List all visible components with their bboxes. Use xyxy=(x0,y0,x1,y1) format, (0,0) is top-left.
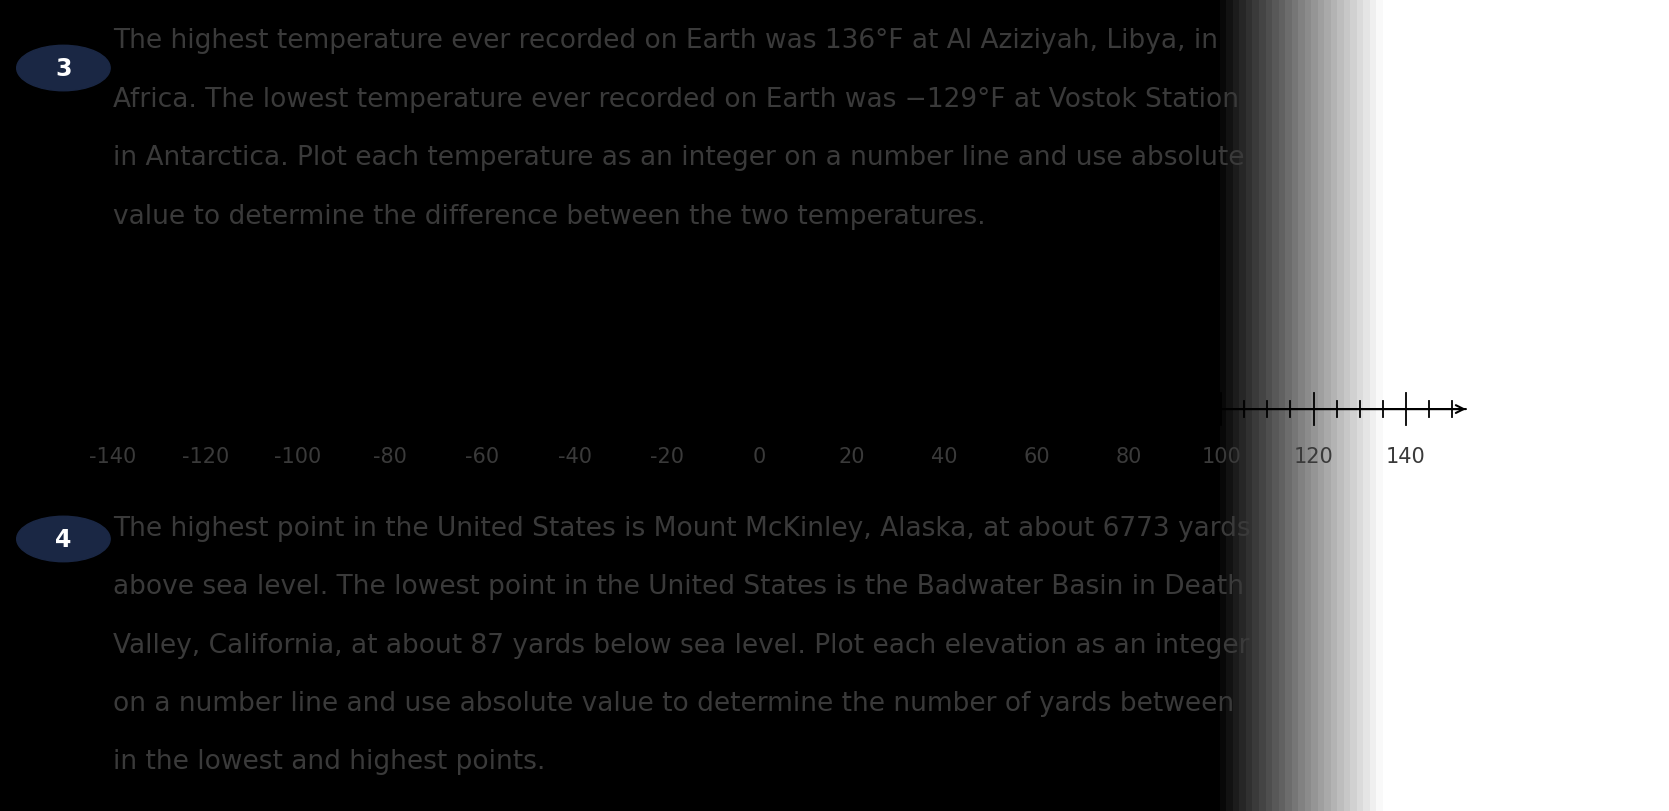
Text: -100: -100 xyxy=(274,446,320,466)
Text: value to determine the difference between the two temperatures.: value to determine the difference betwee… xyxy=(113,204,986,230)
Text: -20: -20 xyxy=(649,446,684,466)
Text: -80: -80 xyxy=(374,446,407,466)
Text: -40: -40 xyxy=(557,446,592,466)
Text: on a number line and use absolute value to determine the number of yards between: on a number line and use absolute value … xyxy=(113,690,1235,716)
Text: 120: 120 xyxy=(1293,446,1334,466)
Text: 100: 100 xyxy=(1202,446,1242,466)
Circle shape xyxy=(17,517,110,562)
Text: 20: 20 xyxy=(838,446,865,466)
Text: in the lowest and highest points.: in the lowest and highest points. xyxy=(113,749,546,775)
Text: 3: 3 xyxy=(55,57,72,81)
Text: The highest point in the United States is Mount McKinley, Alaska, at about 6773 : The highest point in the United States i… xyxy=(113,515,1252,541)
Circle shape xyxy=(17,46,110,92)
Text: -60: -60 xyxy=(466,446,499,466)
Text: above sea level. The lowest point in the United States is the Badwater Basin in : above sea level. The lowest point in the… xyxy=(113,573,1245,599)
Text: The highest temperature ever recorded on Earth was 136°F at Al Aziziyah, Libya, : The highest temperature ever recorded on… xyxy=(113,28,1218,54)
Text: 60: 60 xyxy=(1023,446,1050,466)
Text: -120: -120 xyxy=(182,446,229,466)
Text: 80: 80 xyxy=(1115,446,1142,466)
Text: 140: 140 xyxy=(1385,446,1425,466)
Text: Africa. The lowest temperature ever recorded on Earth was −129°F at Vostok Stati: Africa. The lowest temperature ever reco… xyxy=(113,87,1240,113)
Text: Valley, California, at about 87 yards below sea level. Plot each elevation as an: Valley, California, at about 87 yards be… xyxy=(113,632,1250,658)
Text: 0: 0 xyxy=(753,446,766,466)
Text: 4: 4 xyxy=(55,527,72,551)
Text: -140: -140 xyxy=(90,446,137,466)
Text: 40: 40 xyxy=(931,446,958,466)
Text: in Antarctica. Plot each temperature as an integer on a number line and use abso: in Antarctica. Plot each temperature as … xyxy=(113,145,1245,171)
